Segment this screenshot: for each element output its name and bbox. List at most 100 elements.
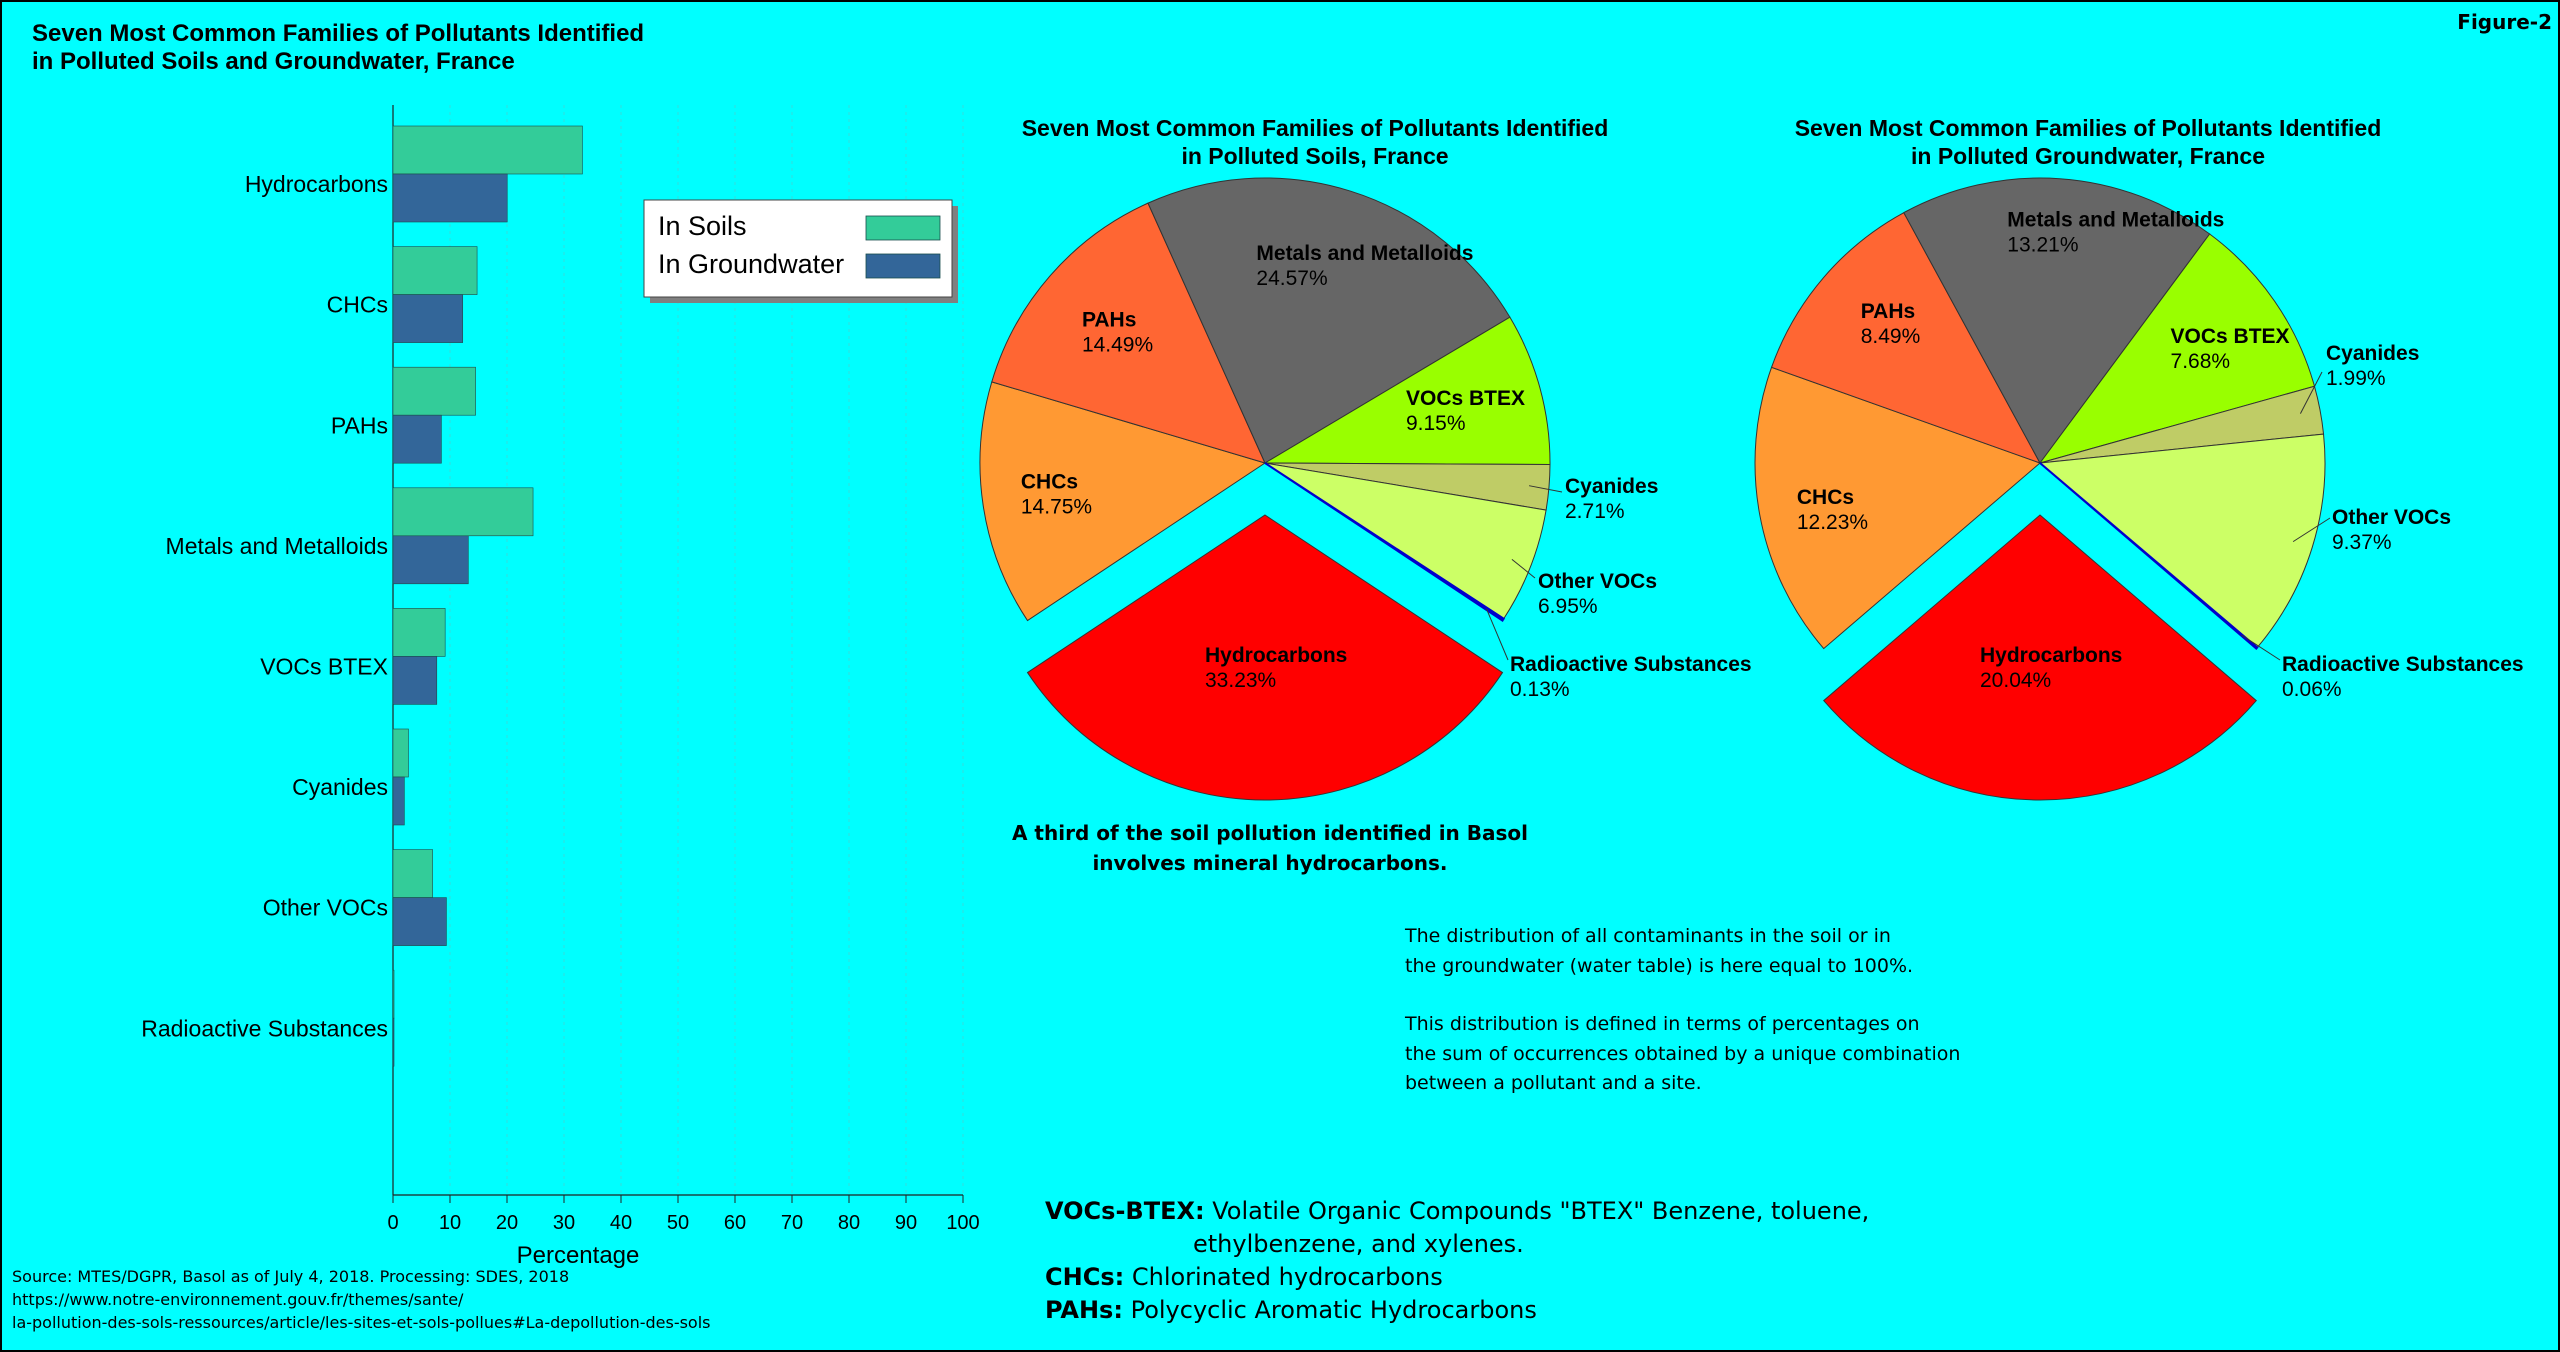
pie-soils-value-hydrocarbons: 33.23% — [1205, 669, 1276, 692]
pie-soils-label-hydrocarbons: Hydrocarbons — [1205, 644, 1347, 667]
pahs-term: PAHs: — [1045, 1296, 1123, 1324]
pie-soils-value-vocs-btex: 9.15% — [1406, 412, 1466, 435]
pie-groundwater-leader-cyanides — [2299, 371, 2323, 414]
figure-title-line2: in Polluted Soils and Groundwater, Franc… — [32, 48, 515, 75]
pie-groundwater-value-chcs: 12.23% — [1797, 511, 1868, 534]
pie-groundwater: Seven Most Common Families of Pollutants… — [1754, 115, 2524, 801]
chcs-definition: Chlorinated hydrocarbons — [1131, 1263, 1443, 1291]
y-tick-label-other-vocs: Other VOCs — [263, 895, 388, 921]
pie-groundwater-leader-other-vocs — [2292, 517, 2331, 543]
pie-groundwater-slice-hydrocarbons — [1823, 514, 2257, 801]
source-note: Source: MTES/DGPR, Basol as of July 4, 2… — [12, 1265, 711, 1334]
bar-in-soils-cyanides — [392, 728, 409, 778]
pie-groundwater-label-other-vocs: Other VOCs — [2332, 506, 2451, 529]
pie-soils-label-metals-and-metalloids: Metals and Metalloids — [1256, 242, 1473, 265]
pie-groundwater-label-pahs: PAHs — [1861, 300, 1915, 323]
bar-in-groundwater-cyanides — [392, 776, 405, 826]
y-tick-label-metals-and-metalloids: Metals and Metalloids — [166, 533, 388, 559]
distribution-note: The distribution of all contaminants in … — [1405, 922, 1960, 1128]
pie-soils-label-cyanides: Cyanides — [1565, 475, 1658, 498]
y-tick-label-vocs-btex: VOCs BTEX — [260, 653, 388, 679]
pie-soils-slice-chcs — [979, 381, 1267, 622]
pie-groundwater-label-metals-and-metalloids: Metals and Metalloids — [2007, 209, 2224, 232]
pie-groundwater-slice-metals-and-metalloids — [1903, 177, 2211, 464]
pie-soils-title-line2: in Polluted Soils, France — [1181, 143, 1448, 169]
pie-groundwater-slice-other-vocs — [2038, 433, 2326, 649]
bar-in-soils-chcs — [392, 246, 478, 295]
distribution-note-para1: The distribution of all contaminants in … — [1405, 925, 1914, 977]
pie-soils-leader-radioactive-substances — [1485, 608, 1509, 661]
pie-groundwater-slice-vocs-btex — [2038, 233, 2316, 464]
pie-soils: Seven Most Common Families of Pollutants… — [979, 115, 1752, 801]
distribution-note-para2: This distribution is defined in terms of… — [1405, 1013, 1961, 1094]
pie-soils-label-chcs: CHCs — [1021, 470, 1078, 493]
pie-groundwater-label-hydrocarbons: Hydrocarbons — [1980, 644, 2122, 667]
bar-in-soils-metals-and-metalloids — [392, 487, 534, 537]
pie-soils-title-line1: Seven Most Common Families of Pollutants… — [1022, 115, 1609, 141]
x-tick-label: 10 — [439, 1212, 461, 1234]
pie-groundwater-label-chcs: CHCs — [1797, 486, 1854, 509]
pie-groundwater-label-cyanides: Cyanides — [2326, 342, 2419, 365]
pie-soils-slice-metals-and-metalloids — [1147, 177, 1511, 464]
pie-groundwater-value-cyanides: 1.99% — [2326, 367, 2386, 390]
y-tick-label-hydrocarbons: Hydrocarbons — [245, 171, 388, 197]
bar-legend: In Soils In Groundwater — [643, 199, 958, 303]
figure-number: Figure-2 — [2457, 10, 2552, 34]
pie-soils-value-other-vocs: 6.95% — [1538, 595, 1598, 618]
abbreviations-legend: VOCs-BTEX: Volatile Organic Compounds "B… — [1045, 1195, 1869, 1327]
pie-soils-slice-vocs-btex — [1263, 316, 1551, 466]
pie-soils-label-other-vocs: Other VOCs — [1538, 570, 1657, 593]
legend-swatch-in-groundwater — [865, 253, 941, 279]
pie-groundwater-value-radioactive-substances: 0.06% — [2282, 678, 2342, 701]
vocs-definition-line2: ethylbenzene, and xylenes. — [1193, 1230, 1524, 1258]
pie-soils-value-pahs: 14.49% — [1082, 334, 1153, 357]
pie-soils-value-chcs: 14.75% — [1021, 495, 1092, 518]
source-line3: la-pollution-des-sols-ressources/article… — [12, 1313, 711, 1332]
pie-groundwater-value-other-vocs: 9.37% — [2332, 531, 2392, 554]
pie-soils-value-radioactive-substances: 0.13% — [1510, 678, 1570, 701]
pie-caption: A third of the soil pollution identified… — [1010, 818, 1530, 878]
bar-in-soils-other-vocs — [392, 849, 433, 898]
pahs-definition: Polycyclic Aromatic Hydrocarbons — [1130, 1296, 1537, 1324]
legend-label-in-groundwater: In Groundwater — [658, 249, 844, 279]
bar-in-groundwater-pahs — [392, 414, 442, 464]
pie-groundwater-value-hydrocarbons: 20.04% — [1980, 669, 2051, 692]
source-line2: https://www.notre-environnement.gouv.fr/… — [12, 1290, 464, 1309]
y-tick-label-pahs: PAHs — [331, 412, 388, 438]
bar-in-soils-pahs — [392, 366, 476, 416]
x-tick-label: 20 — [496, 1212, 518, 1234]
pie-soils-slice-hydrocarbons — [1026, 514, 1504, 801]
x-tick-label: 30 — [553, 1212, 575, 1234]
pie-groundwater-label-vocs-btex: VOCs BTEX — [2171, 325, 2290, 348]
pie-caption-line1: A third of the soil pollution identified… — [1011, 821, 1528, 845]
x-tick-label: 80 — [838, 1212, 860, 1234]
vocs-definition-line1: Volatile Organic Compounds "BTEX" Benzen… — [1212, 1197, 1870, 1225]
bar-in-groundwater-vocs-btex — [392, 656, 438, 705]
x-tick-label: 50 — [667, 1212, 689, 1234]
x-tick-label: 70 — [781, 1212, 803, 1234]
bar-in-groundwater-metals-and-metalloids — [392, 535, 469, 585]
pie-groundwater-label-radioactive-substances: Radioactive Substances — [2282, 653, 2524, 676]
pie-soils-slice-radioactive-substances — [1264, 462, 1506, 622]
source-line1: Source: MTES/DGPR, Basol as of July 4, 2… — [12, 1267, 570, 1286]
pie-soils-label-radioactive-substances: Radioactive Substances — [1510, 653, 1752, 676]
pie-groundwater-leader-radioactive-substances — [2241, 634, 2281, 661]
bar-in-groundwater-chcs — [392, 294, 464, 343]
bar-in-groundwater-other-vocs — [392, 897, 447, 946]
figure-title-line1: Seven Most Common Families of Pollutants… — [32, 20, 645, 47]
vocs-term: VOCs-BTEX: — [1045, 1197, 1205, 1225]
x-tick-label: 90 — [895, 1212, 917, 1234]
pie-groundwater-slice-pahs — [1770, 211, 2042, 464]
bar-in-soils-hydrocarbons — [392, 125, 583, 175]
pie-caption-line2: involves mineral hydrocarbons. — [1092, 851, 1448, 875]
pie-soils-leader-other-vocs — [1511, 558, 1536, 579]
bar-in-groundwater-hydrocarbons — [392, 173, 508, 223]
pie-soils-slice-other-vocs — [1264, 462, 1547, 620]
x-tick-label: 0 — [387, 1212, 398, 1234]
pie-groundwater-slice-radioactive-substances — [2039, 462, 2259, 651]
pie-soils-leader-cyanides — [1528, 485, 1563, 493]
pie-groundwater-title-line1: Seven Most Common Families of Pollutants… — [1795, 115, 2382, 141]
pie-groundwater-title-line2: in Polluted Groundwater, France — [1911, 143, 2265, 169]
